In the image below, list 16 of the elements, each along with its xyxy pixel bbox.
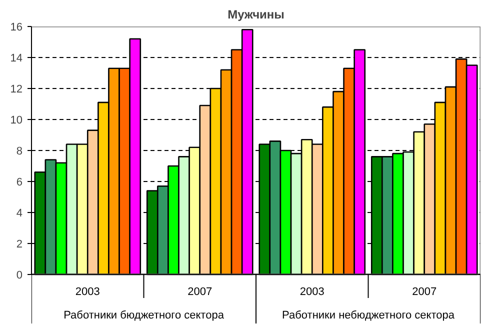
- y-tick-label: 10: [10, 114, 23, 126]
- y-tick-label: 0: [16, 269, 23, 282]
- y-tick-label: 4: [16, 207, 23, 220]
- chart-title: Мужчины: [228, 8, 284, 22]
- y-tick-label: 12: [10, 83, 23, 96]
- y-tick-label: 2: [16, 238, 23, 250]
- x-tick-label: 2007: [412, 286, 437, 298]
- text: Работники небюджетного сектора: [282, 309, 456, 322]
- y-tick-label: 8: [16, 145, 23, 158]
- y-tick-label: 16: [10, 22, 23, 34]
- y-tick-label: 6: [16, 176, 23, 188]
- y-tick-label: 14: [10, 52, 23, 64]
- x-tick-label: 2007: [188, 286, 212, 298]
- text: Работники бюджетного сектора: [64, 309, 225, 322]
- x-tick-label: 2003: [75, 286, 100, 298]
- x-tick-label: 2003: [300, 286, 324, 298]
